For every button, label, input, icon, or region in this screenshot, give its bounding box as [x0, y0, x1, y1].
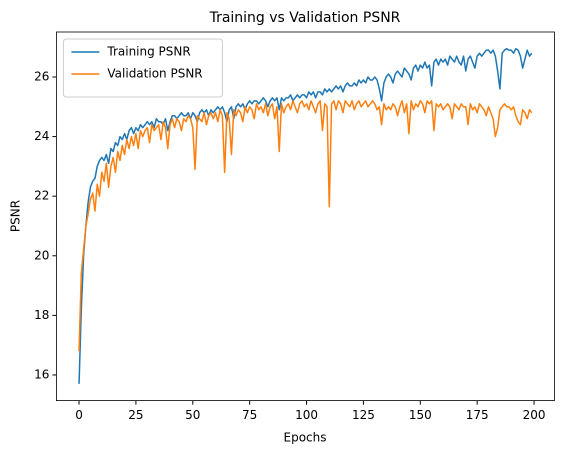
x-tick-label: 200: [523, 408, 546, 422]
x-tick-label: 50: [185, 408, 200, 422]
x-tick-label: 150: [409, 408, 432, 422]
chart-title: Training vs Validation PSNR: [209, 10, 401, 26]
legend-label: Training PSNR: [106, 45, 190, 59]
x-tick-label: 75: [242, 408, 257, 422]
axes-frame: [56, 31, 555, 402]
x-tick-label: 0: [75, 408, 83, 422]
y-tick-label: 20: [34, 248, 49, 262]
legend-label: Validation PSNR: [107, 67, 202, 81]
x-tick-label: 25: [128, 408, 143, 422]
series-line: [78, 100, 533, 352]
y-tick-label: 24: [34, 129, 49, 143]
legend-box: [62, 38, 223, 98]
x-axis-label: Epochs: [284, 431, 327, 445]
y-tick-label: 22: [34, 189, 49, 203]
y-tick-label: 16: [34, 367, 49, 381]
y-tick-label: 26: [34, 69, 49, 83]
x-tick-label: 175: [466, 408, 489, 422]
series-line: [78, 47, 533, 384]
y-axis-label: PSNR: [9, 200, 23, 232]
y-tick-label: 18: [34, 308, 49, 322]
x-tick-label: 125: [352, 408, 375, 422]
x-tick-label: 100: [295, 408, 318, 422]
